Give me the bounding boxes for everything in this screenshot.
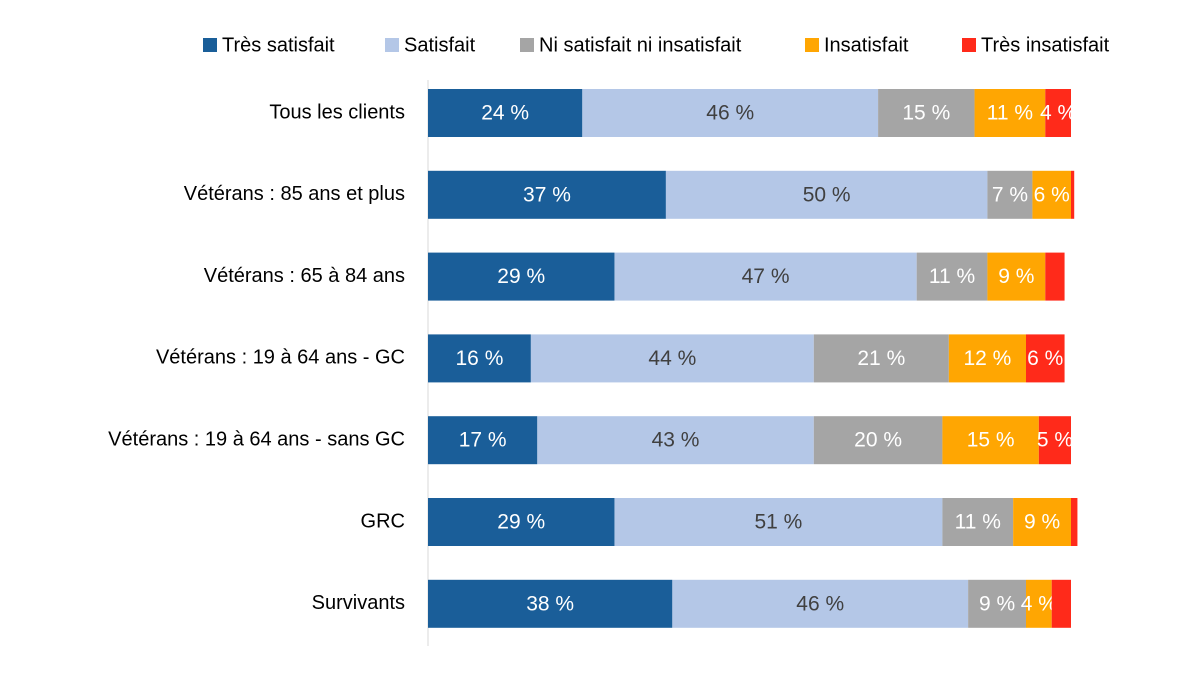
legend-label: Satisfait xyxy=(404,34,476,56)
bar-segment xyxy=(1071,170,1075,219)
bar-segment xyxy=(987,252,1046,301)
legend-label: Ni satisfait ni insatisfait xyxy=(539,34,742,56)
legend-swatch xyxy=(385,38,399,52)
bar-segment xyxy=(614,252,917,301)
legend-swatch xyxy=(805,38,819,52)
bar-segment xyxy=(1025,579,1052,628)
data-label: 50 % xyxy=(803,183,851,206)
data-label: 11 % xyxy=(987,102,1033,125)
bar-segment xyxy=(537,416,814,465)
data-label: 7 % xyxy=(992,183,1028,206)
data-label: 17 % xyxy=(459,429,507,452)
bar-segment xyxy=(428,416,538,465)
data-label: 24 % xyxy=(481,102,529,125)
data-label: 43 % xyxy=(652,429,700,452)
bar-segment xyxy=(1045,252,1065,301)
bar-segment xyxy=(428,498,615,546)
data-label: 46 % xyxy=(796,592,844,615)
bar-segment xyxy=(974,89,1046,137)
data-label: 21 % xyxy=(857,347,905,370)
bar-segment xyxy=(813,416,943,465)
bar-segment xyxy=(428,252,615,301)
data-label: 6 % xyxy=(1034,183,1070,206)
data-label: 15 % xyxy=(967,429,1015,452)
bar-segment xyxy=(428,579,673,628)
bar-segment xyxy=(614,498,943,546)
bar-segment xyxy=(942,498,1014,546)
legend-swatch xyxy=(962,38,976,52)
legend-swatch xyxy=(520,38,534,52)
bar-segment xyxy=(530,334,814,383)
data-label: 5 % xyxy=(1037,429,1073,452)
category-label: Vétérans : 19 à 64 ans - GC xyxy=(156,347,405,369)
category-label: Vétérans : 85 ans et plus xyxy=(184,183,405,205)
data-label: 9 % xyxy=(998,265,1034,288)
bar-segment xyxy=(428,334,531,383)
bar-segment xyxy=(948,334,1026,383)
data-label: 12 % xyxy=(963,347,1011,370)
bar-segment xyxy=(428,170,666,219)
category-label: Tous les clients xyxy=(269,101,405,123)
legend-label: Insatisfait xyxy=(824,34,909,56)
category-label: GRC xyxy=(361,510,405,532)
data-label: 6 % xyxy=(1027,347,1063,370)
data-label: 46 % xyxy=(706,102,754,125)
data-label: 9 % xyxy=(1024,511,1060,534)
bar-segment xyxy=(1025,334,1065,383)
data-label: 11 % xyxy=(929,265,975,288)
bar-segment xyxy=(665,170,988,219)
bar-segment xyxy=(1038,416,1071,465)
data-label: 44 % xyxy=(648,347,696,370)
data-label: 37 % xyxy=(523,183,571,206)
bar-segment xyxy=(1032,170,1071,219)
bar-segment xyxy=(1051,579,1071,628)
data-label: 16 % xyxy=(456,347,504,370)
bar-segment xyxy=(813,334,949,383)
category-label: Vétérans : 19 à 64 ans - sans GC xyxy=(108,428,405,450)
bar-segment xyxy=(1045,89,1071,137)
category-label: Survivants xyxy=(312,592,405,614)
data-label: 15 % xyxy=(902,102,950,125)
data-label: 29 % xyxy=(497,511,545,534)
data-label: 4 % xyxy=(1040,102,1076,125)
data-label: 38 % xyxy=(526,592,574,615)
bar-segment xyxy=(582,89,879,137)
bar-segment xyxy=(428,89,583,137)
bar-segment xyxy=(1013,498,1071,546)
category-label: Vétérans : 65 à 84 ans xyxy=(204,265,405,287)
bar-segment xyxy=(672,579,969,628)
bar-segment xyxy=(987,170,1033,219)
data-label: 51 % xyxy=(754,511,802,534)
legend-label: Très satisfait xyxy=(222,34,335,56)
bar-segment xyxy=(942,416,1039,465)
legend-label: Très insatisfait xyxy=(981,34,1110,56)
bar-segment xyxy=(878,89,975,137)
data-label: 9 % xyxy=(979,592,1015,615)
data-label: 47 % xyxy=(742,265,790,288)
data-label: 20 % xyxy=(854,429,902,452)
bar-segment xyxy=(1071,498,1078,546)
bar-segment xyxy=(916,252,988,301)
bar-segment xyxy=(968,579,1026,628)
data-label: 4 % xyxy=(1021,592,1057,615)
data-label: 11 % xyxy=(955,511,1001,534)
data-label: 29 % xyxy=(497,265,545,288)
legend-swatch xyxy=(203,38,217,52)
